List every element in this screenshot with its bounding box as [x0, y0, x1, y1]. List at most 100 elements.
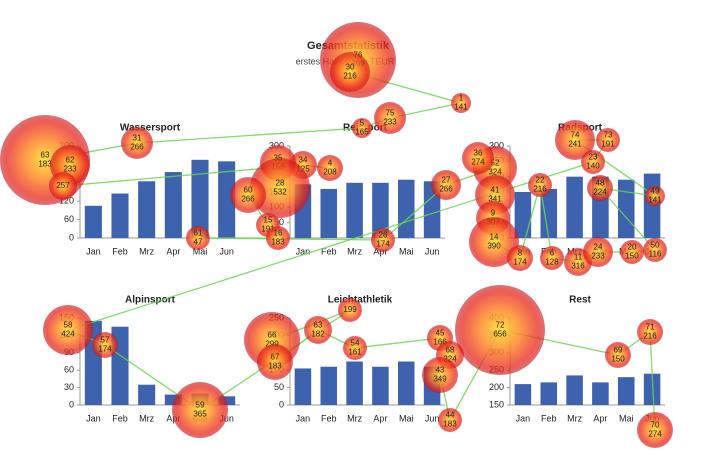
fixation-label: 390 [487, 242, 501, 251]
y-tick-label: 30 [64, 382, 74, 392]
fixation-label: 224 [593, 188, 607, 197]
bar [218, 161, 236, 238]
x-tick-label: Apr [373, 413, 387, 423]
fixation [605, 342, 631, 368]
y-tick-label: 60 [64, 214, 74, 224]
x-tick-label: Jun [425, 413, 440, 423]
fixation-label: 233 [63, 165, 77, 174]
x-tick-label: Jan [86, 246, 101, 256]
y-tick-label: 200 [489, 382, 504, 392]
fixation [555, 120, 595, 160]
fixation [352, 118, 372, 138]
fixation-label: 216 [343, 72, 357, 81]
fixation-label: 62 [66, 156, 75, 165]
fixation-label: 424 [61, 330, 75, 339]
fixation-label: 11 [574, 253, 583, 262]
fixation-label: 349 [433, 375, 447, 384]
fixation-label: 161 [348, 348, 362, 357]
x-tick-label: Feb [112, 246, 128, 256]
fixation [507, 245, 533, 271]
bar [111, 193, 129, 238]
fixation-label: 58 [64, 321, 73, 330]
bar [372, 366, 389, 405]
fixation-label: 50 [651, 241, 660, 250]
fixation [645, 186, 665, 206]
fixation [49, 172, 77, 200]
fixation-label: 9 [491, 209, 496, 218]
x-tick-label: Mrz [347, 413, 362, 423]
gaze-line [539, 184, 553, 259]
bar [617, 377, 635, 405]
fixation [596, 128, 620, 152]
y-tick-label: 120 [59, 196, 74, 206]
fixation [587, 175, 613, 201]
bar [164, 172, 182, 238]
x-tick-label: Mai [619, 413, 634, 423]
fixation-label: 241 [568, 140, 582, 149]
x-tick-label: Apr [593, 413, 607, 423]
bar [294, 368, 312, 405]
fixation-label: 299 [265, 340, 279, 349]
y-tick-label: 0 [69, 232, 74, 242]
bar [372, 182, 389, 238]
bar [164, 394, 182, 405]
fixation [422, 357, 458, 393]
x-tick-label: Apr [166, 246, 180, 256]
fixation-label: 224 [443, 355, 457, 364]
fixation [462, 142, 494, 174]
fixation-label: 1 [459, 94, 464, 103]
fixation-label: 183 [268, 362, 282, 371]
fixation-label: 174 [513, 258, 527, 267]
fixation-label: 233 [383, 118, 397, 127]
fixation-label: 22 [536, 176, 545, 185]
fixation [451, 93, 471, 113]
y-tick-label: 0 [69, 399, 74, 409]
fixation-label: 67 [271, 353, 280, 362]
fixation-label: 257 [56, 181, 70, 190]
fixation [540, 246, 564, 270]
bar [540, 382, 558, 405]
x-tick-label: Jan [86, 413, 101, 423]
fixation-label: 20 [628, 243, 637, 252]
fixation-label: 45 [436, 329, 445, 338]
fixation-label: 43 [436, 366, 445, 375]
fixation [330, 52, 370, 92]
fixation-label: 183 [38, 160, 52, 169]
fixation-label: 54 [351, 339, 360, 348]
gaze-line [599, 187, 656, 251]
fixation-label: 63 [41, 151, 50, 160]
chart-title: Wassersport [120, 123, 181, 134]
fixation-label: 14 [490, 233, 499, 242]
fixation-label: 34 [299, 156, 308, 165]
fixation-label: 183 [443, 420, 457, 429]
fixation-label: 49 [651, 187, 660, 196]
fixation-label: 23 [589, 153, 598, 162]
fixation [438, 408, 462, 432]
fixation-label: 150 [625, 252, 639, 261]
bar [566, 176, 583, 238]
x-tick-label: Jan [516, 413, 531, 423]
bar [592, 382, 609, 405]
x-tick-label: Jun [425, 246, 440, 256]
x-tick-label: Feb [321, 246, 337, 256]
fixation [469, 217, 519, 267]
fixation-label: 63 [314, 321, 323, 330]
fixation-label: 365 [193, 410, 207, 419]
x-tick-label: Mai [193, 246, 208, 256]
fixation-label: 532 [273, 188, 287, 197]
bar [514, 192, 532, 238]
x-tick-label: Feb [112, 413, 128, 423]
fixation-label: 165 [355, 128, 369, 137]
fixation-label: 47 [194, 238, 203, 247]
bar [617, 179, 635, 238]
bar [138, 384, 156, 405]
fixation [266, 226, 290, 250]
x-tick-label: Feb [541, 413, 557, 423]
y-tick-label: 150 [489, 399, 504, 409]
fixation [304, 316, 332, 344]
fixation-label: 52 [491, 159, 500, 168]
fixation-label: 60 [244, 186, 253, 195]
fixations: 7639930216114175233516531266631836223325… [0, 22, 673, 448]
fixation [583, 237, 613, 267]
